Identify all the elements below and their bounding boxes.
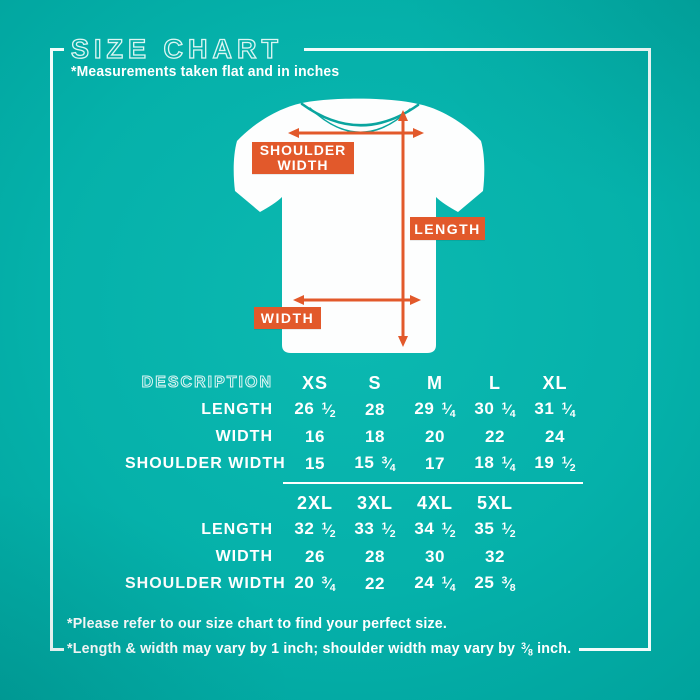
cell-value: 30 (425, 546, 445, 566)
cell-value: 33 1⁄2 (354, 519, 396, 540)
table-row: LENGTH 26 1⁄2 28 29 1⁄4 30 1⁄4 31 1⁄4 (125, 396, 585, 423)
cell-value: 24 (545, 426, 565, 446)
cell-value: 15 3⁄4 (354, 453, 396, 474)
frame-top-line (304, 48, 651, 51)
cell-value: 29 1⁄4 (414, 399, 456, 420)
footnote-variance: *Length & width may vary by 1 inch; shou… (67, 639, 572, 658)
size-header: S (368, 372, 382, 393)
cell-value: 30 1⁄4 (474, 399, 516, 420)
table-header-row: DESCRIPTION XS S M L XL (125, 370, 585, 396)
arrowhead-icon (398, 336, 408, 347)
frame-right-line (648, 48, 651, 651)
cell-value: 26 (305, 546, 325, 566)
footnotes: *Please refer to our size chart to find … (67, 613, 598, 663)
cell-value: 15 (305, 453, 325, 473)
cell-value: 22 (365, 573, 385, 593)
cell-value: 18 (365, 426, 385, 446)
row-label: LENGTH (201, 400, 273, 418)
arrowhead-icon (288, 128, 299, 138)
table-row: SHOULDER WIDTH 15 15 3⁄4 17 18 1⁄4 19 1⁄2 (125, 450, 585, 477)
size-header: XL (542, 372, 568, 393)
table-row: WIDTH 26 28 30 32 (125, 543, 585, 570)
cell-value: 24 1⁄4 (414, 573, 456, 594)
size-header: XS (301, 372, 328, 393)
size-table: DESCRIPTION XS S M L XL LENGTH 26 1⁄2 28 29 1⁄4 30… (125, 370, 585, 597)
length-tag: LENGTH (410, 217, 485, 240)
size-header: L (489, 372, 501, 393)
frame-top-left-stub (50, 48, 64, 51)
cell-value: 19 1⁄2 (534, 453, 576, 474)
table-row: WIDTH 16 18 20 22 24 (125, 423, 585, 450)
arrowhead-icon (293, 295, 304, 305)
row-label: WIDTH (215, 427, 273, 445)
description-header: DESCRIPTION (141, 374, 273, 392)
table-header-row: 2XL 3XL 4XL 5XL (125, 490, 585, 516)
cell-value: 26 1⁄2 (294, 399, 336, 420)
row-label: LENGTH (201, 520, 273, 538)
arrowhead-icon (398, 110, 408, 121)
cell-value: 28 (365, 546, 385, 566)
cell-value: 25 3⁄8 (474, 573, 516, 594)
table-section-divider (283, 482, 583, 484)
row-label: SHOULDER WIDTH (125, 454, 286, 472)
row-label: SHOULDER WIDTH (125, 574, 286, 592)
size-header: M (427, 372, 443, 393)
table-row: LENGTH 32 1⁄2 33 1⁄2 34 1⁄2 35 1⁄2 (125, 516, 585, 543)
cell-value: 32 (485, 546, 505, 566)
cell-value: 35 1⁄2 (474, 519, 516, 540)
cell-value: 20 (425, 426, 445, 446)
cell-value: 20 3⁄4 (294, 573, 336, 594)
shoulder-width-tag: SHOULDER WIDTH (252, 142, 354, 174)
measurement-note: *Measurements taken flat and in inches (71, 63, 340, 80)
arrowhead-icon (410, 295, 421, 305)
width-tag: WIDTH (254, 307, 321, 329)
table-row: SHOULDER WIDTH 20 3⁄4 22 24 1⁄4 25 3⁄8 (125, 570, 585, 597)
cell-value: 17 (425, 453, 445, 473)
page-title: SIZE CHART (70, 33, 283, 64)
cell-value: 16 (305, 426, 325, 446)
cell-value: 34 1⁄2 (414, 519, 456, 540)
footnote-size-chart: *Please refer to our size chart to find … (67, 615, 448, 632)
cell-value: 22 (485, 426, 505, 446)
cell-value: 31 1⁄4 (534, 399, 576, 420)
frame-bottom-right-line (579, 648, 651, 651)
size-header: 4XL (416, 492, 453, 513)
frame-bottom-left-stub (50, 648, 64, 651)
row-label: WIDTH (215, 547, 273, 565)
cell-value: 28 (365, 399, 385, 419)
size-header: 2XL (296, 492, 333, 513)
size-header: 3XL (356, 492, 393, 513)
arrowhead-icon (413, 128, 424, 138)
size-header: 5XL (476, 492, 513, 513)
cell-value: 18 1⁄4 (474, 453, 516, 474)
cell-value: 32 1⁄2 (294, 519, 336, 540)
frame-left-line (50, 48, 53, 651)
